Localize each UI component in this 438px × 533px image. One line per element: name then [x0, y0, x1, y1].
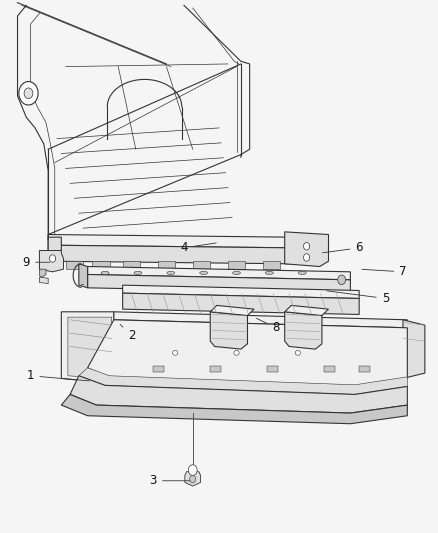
Polygon shape [68, 317, 112, 377]
Text: 3: 3 [150, 474, 190, 487]
Ellipse shape [295, 351, 300, 355]
Ellipse shape [265, 271, 273, 274]
Bar [153, 366, 164, 372]
Polygon shape [66, 261, 83, 269]
Polygon shape [39, 269, 46, 277]
Circle shape [24, 88, 33, 99]
Polygon shape [123, 285, 359, 298]
Polygon shape [61, 394, 407, 424]
Polygon shape [79, 368, 407, 394]
Ellipse shape [234, 351, 239, 355]
Text: 6: 6 [322, 241, 363, 254]
Bar [267, 366, 278, 372]
Text: 4: 4 [180, 241, 216, 254]
Ellipse shape [101, 271, 109, 274]
Text: 5: 5 [327, 291, 389, 305]
Text: 1: 1 [27, 369, 89, 382]
Polygon shape [228, 261, 245, 269]
Text: 2: 2 [120, 325, 135, 342]
Polygon shape [70, 376, 407, 413]
Polygon shape [39, 277, 48, 284]
Polygon shape [79, 264, 88, 288]
Bar [210, 366, 221, 372]
Polygon shape [39, 251, 64, 272]
Polygon shape [123, 293, 359, 314]
Text: 7: 7 [362, 265, 407, 278]
Ellipse shape [200, 271, 208, 274]
Polygon shape [285, 232, 328, 266]
Text: 9: 9 [22, 256, 50, 269]
Polygon shape [88, 274, 350, 293]
Polygon shape [92, 261, 110, 269]
Polygon shape [48, 235, 293, 248]
Bar [359, 366, 370, 372]
Circle shape [304, 254, 310, 261]
Polygon shape [48, 245, 293, 264]
Ellipse shape [134, 271, 142, 274]
Ellipse shape [173, 351, 178, 355]
Polygon shape [114, 312, 407, 328]
Text: 8: 8 [257, 318, 279, 334]
Circle shape [190, 475, 196, 483]
Polygon shape [48, 237, 61, 256]
Ellipse shape [233, 271, 240, 274]
Polygon shape [88, 320, 407, 386]
Circle shape [338, 275, 346, 285]
Polygon shape [61, 312, 114, 381]
Polygon shape [210, 305, 254, 316]
Polygon shape [193, 261, 210, 269]
Polygon shape [210, 312, 247, 349]
Circle shape [49, 255, 56, 262]
Polygon shape [88, 266, 350, 280]
Ellipse shape [167, 271, 175, 274]
Circle shape [19, 82, 38, 105]
Polygon shape [123, 261, 140, 269]
Polygon shape [403, 320, 425, 378]
Bar [324, 366, 335, 372]
Polygon shape [158, 261, 175, 269]
Polygon shape [285, 312, 322, 349]
Ellipse shape [298, 271, 306, 274]
Polygon shape [263, 261, 280, 269]
Circle shape [188, 465, 197, 475]
Polygon shape [285, 305, 328, 316]
Circle shape [304, 243, 310, 250]
Polygon shape [185, 472, 201, 486]
